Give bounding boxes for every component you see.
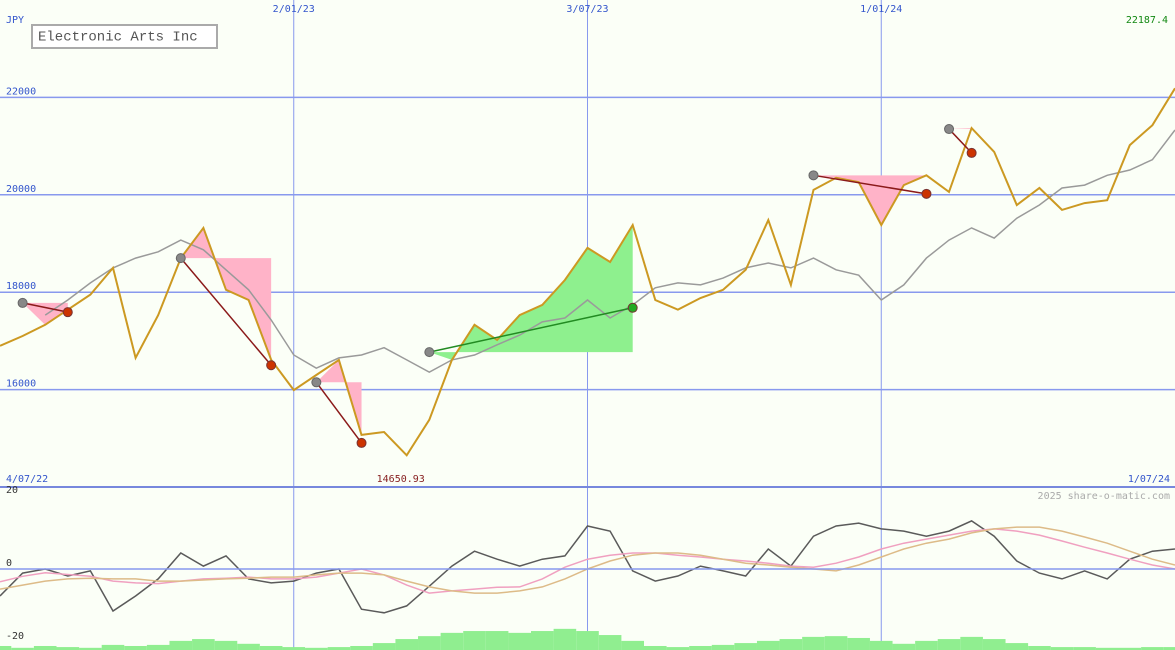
volume-bar — [1095, 647, 1119, 650]
y-tick-label: 22000 — [6, 86, 36, 97]
volume-bar — [553, 628, 577, 650]
volume-bar — [237, 643, 260, 650]
volume-bar — [802, 636, 825, 650]
volume-bar — [101, 644, 125, 650]
volume-bar — [666, 647, 690, 650]
volume-bar — [146, 644, 170, 650]
trade-line — [948, 128, 973, 154]
volume-bar — [869, 640, 893, 650]
volume-bar — [463, 631, 486, 650]
volume-bar — [192, 639, 215, 650]
volume-bar — [259, 645, 283, 650]
volume-bar — [779, 639, 803, 650]
volume-bar — [1050, 647, 1074, 650]
volume-bar — [56, 647, 80, 650]
trade-line — [813, 174, 927, 195]
entry-dot — [944, 124, 955, 135]
volume-bar — [169, 640, 193, 650]
volume-bar — [915, 640, 938, 650]
entry-dot — [175, 253, 186, 264]
exit-dot — [921, 188, 932, 199]
volume-bar — [689, 645, 712, 650]
x-tick-label: 3/07/23 — [566, 4, 608, 15]
volume-bar — [1028, 645, 1051, 650]
last-value-label: 22187.4 — [1126, 15, 1168, 26]
volume-bar — [79, 647, 102, 650]
volume-bar — [621, 640, 644, 650]
volume-bar — [11, 647, 34, 650]
volume-bar — [734, 643, 757, 650]
exit-dot — [62, 307, 73, 318]
volume-bar — [1073, 647, 1096, 650]
y-tick-label: -20 — [6, 631, 24, 642]
volume-bar — [1005, 643, 1029, 650]
volume-bar — [1141, 647, 1164, 650]
trade-area — [949, 128, 972, 130]
volume-bar — [1118, 647, 1142, 650]
x-limit-label: 4/07/22 — [6, 474, 48, 485]
volume-bar — [892, 643, 916, 650]
trade-line — [22, 302, 68, 313]
volume-bar — [960, 636, 983, 650]
volume-bar — [756, 640, 780, 650]
source: 2025 share-o-matic.com — [1038, 491, 1170, 502]
unit-label: JPY — [6, 15, 24, 26]
volume-bar — [982, 639, 1006, 650]
volume-bar — [305, 647, 328, 650]
exit-dot — [356, 437, 367, 448]
trade-area — [180, 227, 272, 360]
y-tick-label: 18000 — [6, 281, 36, 292]
entry-dot — [17, 297, 28, 308]
volume-bar — [847, 637, 870, 650]
title-box — [31, 24, 218, 49]
x-limit-label: 1/07/24 — [1128, 474, 1170, 485]
volume-bar — [824, 636, 848, 650]
trade-area — [316, 359, 362, 435]
trade-line — [429, 307, 633, 353]
volume-bar — [327, 647, 351, 650]
series-line — [44, 129, 1175, 373]
series-line — [0, 520, 1175, 614]
trade-area — [813, 175, 927, 225]
entry-dot — [311, 377, 322, 388]
trade-area — [429, 224, 633, 360]
x-tick-label: 2/01/23 — [273, 4, 315, 15]
exit-dot — [627, 302, 638, 313]
chart-title: Electronic Arts Inc — [38, 30, 198, 46]
entry-dot — [808, 170, 819, 181]
exit-dot — [266, 360, 277, 371]
volume-bar — [0, 645, 12, 650]
volume-bar — [1163, 647, 1175, 650]
trade-line — [180, 257, 272, 366]
y-tick-label: 0 — [6, 558, 12, 569]
volume-bar — [124, 645, 147, 650]
volume-bar — [372, 643, 396, 650]
volume-bar — [531, 631, 554, 650]
volume-bar — [508, 632, 532, 650]
volume-bar — [937, 639, 961, 650]
volume-bar — [598, 635, 622, 650]
volume-bar — [485, 631, 509, 650]
volume-bar — [214, 640, 238, 650]
volume-bar — [282, 647, 306, 650]
exit-dot — [966, 147, 977, 158]
trade-line — [315, 381, 363, 444]
y-tick-label: 20000 — [6, 184, 36, 195]
volume-bar — [576, 631, 599, 650]
y-tick-label: 20 — [6, 485, 18, 496]
entry-dot — [424, 347, 435, 358]
x-tick-label: 1/01/24 — [860, 4, 902, 15]
volume-bar — [33, 645, 57, 650]
series-line — [0, 87, 1175, 457]
y-tick-label: 16000 — [6, 379, 36, 390]
volume-bar — [440, 632, 464, 650]
volume-bar — [350, 645, 373, 650]
volume-bar — [395, 639, 419, 650]
volume-bar — [418, 636, 441, 650]
volume-bar — [711, 644, 735, 650]
volume-bar — [643, 645, 667, 650]
low-value-label: 14650.93 — [377, 474, 425, 485]
